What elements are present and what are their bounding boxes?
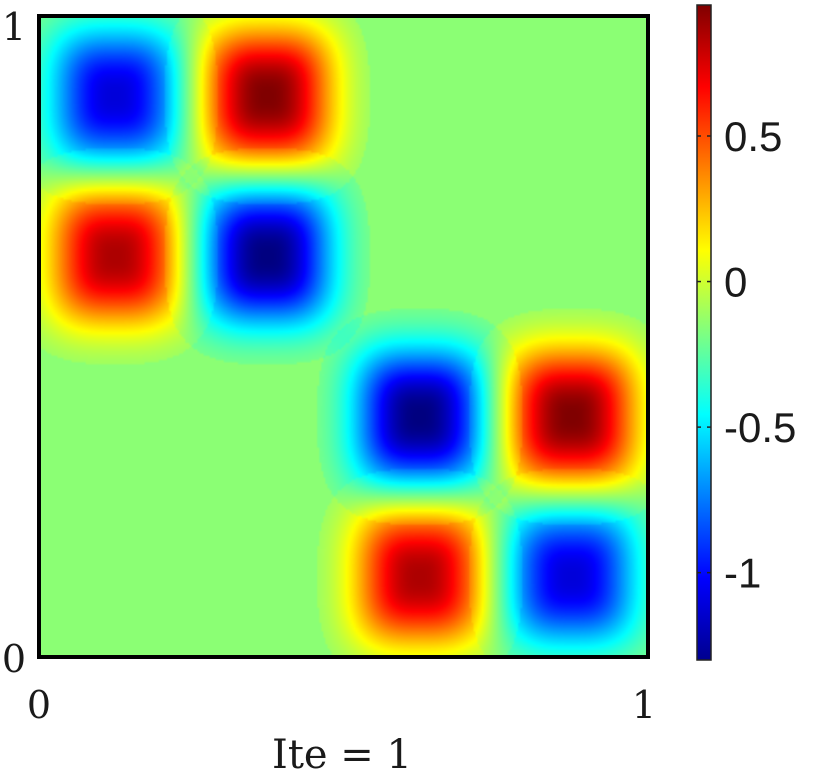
heatmap-area [37,14,650,659]
plot-frame [37,14,650,659]
x-axis-label: Ite = 1 [272,732,412,778]
colorbar-tick-label: -1 [724,550,761,597]
colorbar-tick-label: -0.5 [724,404,796,451]
colorbar-tick-label: 0.5 [724,113,782,160]
colorbar-gradient [696,4,712,661]
y-tick-top: 1 [2,5,26,49]
colorbar-ticks: 0.5 0 -0.5 -1 [697,113,796,597]
colorbar: 0.5 0 -0.5 -1 [696,4,796,661]
x-tick-left: 0 [27,683,51,727]
colorbar-tick-label: 0 [724,259,747,306]
heatmap-image [39,16,648,657]
x-tick-right: 1 [632,683,656,727]
y-tick-bottom: 0 [2,637,26,681]
